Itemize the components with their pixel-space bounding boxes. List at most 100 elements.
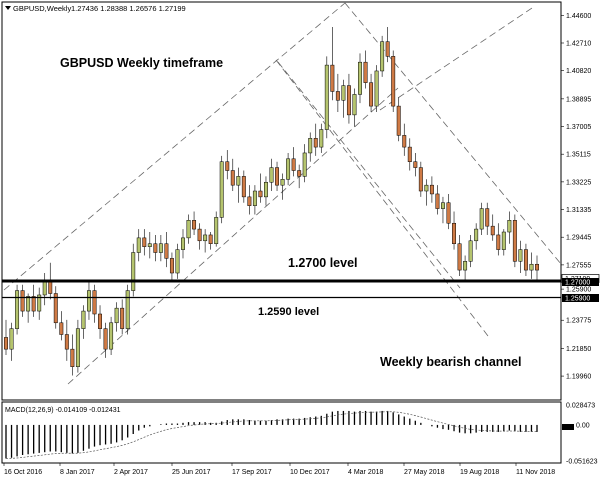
candle-body xyxy=(158,243,163,253)
candle xyxy=(64,319,69,361)
macd-axis[interactable]: 0.028473 0.00 -0.051623 xyxy=(566,403,598,466)
candle-body xyxy=(203,234,208,242)
candle xyxy=(158,234,163,262)
candle-body xyxy=(197,228,202,242)
candle xyxy=(125,284,130,335)
candle xyxy=(474,223,479,250)
candle-body xyxy=(64,334,69,350)
candle xyxy=(512,214,517,268)
candle-body xyxy=(26,296,31,312)
candle-body xyxy=(241,176,246,198)
candle xyxy=(308,132,313,162)
candle xyxy=(518,240,523,274)
candle xyxy=(26,293,31,323)
candle-body xyxy=(219,161,224,218)
candle xyxy=(330,27,335,101)
candle-body xyxy=(319,129,324,148)
candle-body xyxy=(192,220,197,230)
candle-body xyxy=(131,252,136,291)
price-tick-label: 1.35115 xyxy=(566,152,591,159)
candle-body xyxy=(53,293,58,324)
candle-body xyxy=(529,263,534,271)
candle xyxy=(324,56,329,139)
level-1270-annotation: 1.2700 level xyxy=(288,256,358,270)
channel-cross-line[interactable] xyxy=(379,7,533,111)
candle xyxy=(435,185,440,215)
candle-body xyxy=(31,296,36,312)
candle-body xyxy=(114,307,119,324)
candle-body xyxy=(391,56,396,107)
macd-plot-frame xyxy=(1,401,562,464)
candle-body xyxy=(214,217,219,244)
time-tick-label: 4 Mar 2018 xyxy=(348,469,384,476)
candle-body xyxy=(175,249,180,274)
candle-body xyxy=(181,237,185,250)
candle xyxy=(98,305,102,339)
candle-body xyxy=(446,202,451,224)
candle-body xyxy=(535,263,539,271)
candle xyxy=(523,243,528,276)
level-1270-price-box: 1.27000 xyxy=(562,278,599,287)
candle xyxy=(457,234,462,276)
price-plot-frame xyxy=(1,1,562,401)
candle-body xyxy=(435,193,440,209)
candle xyxy=(479,202,484,235)
candle-body xyxy=(452,222,456,244)
symbol-menu-triangle-icon[interactable] xyxy=(5,6,11,10)
candle xyxy=(380,35,385,77)
candle xyxy=(358,53,362,104)
candle xyxy=(230,158,235,192)
candle-body xyxy=(269,167,274,183)
candle xyxy=(219,155,224,224)
level-1259-annotation: 1.2590 level xyxy=(258,306,319,318)
candle xyxy=(424,179,429,206)
candle xyxy=(313,123,318,156)
candle-body xyxy=(402,135,407,148)
candle-body xyxy=(474,228,479,242)
time-tick-label: 10 Dec 2017 xyxy=(290,469,330,476)
candle xyxy=(468,234,473,268)
channel-upper-ascending-line[interactable] xyxy=(3,2,346,291)
candle xyxy=(103,322,108,358)
channel-annotation: Weekly bearish channel xyxy=(380,355,522,369)
candle xyxy=(363,50,368,89)
candle-body xyxy=(37,294,42,312)
candle-body xyxy=(98,313,102,329)
price-tick-label: 1.25900 xyxy=(566,287,591,294)
price-tick-label: 1.27555 xyxy=(566,262,591,269)
candle-body xyxy=(264,181,268,198)
candle-body xyxy=(313,138,318,148)
candle-body xyxy=(429,184,434,195)
candle xyxy=(352,88,357,127)
candle xyxy=(418,161,423,197)
level-1270-price-label: 1.27000 xyxy=(565,280,590,287)
candle xyxy=(413,152,418,177)
candle-body xyxy=(4,337,8,350)
candle-body xyxy=(291,158,296,171)
candle xyxy=(192,211,197,235)
macd-zero-marker xyxy=(562,424,574,430)
time-tick-label: 2 Apr 2017 xyxy=(114,469,148,476)
candle xyxy=(87,281,91,320)
channel-inner-line[interactable] xyxy=(277,61,461,289)
channel-lower-ascending-line[interactable] xyxy=(67,87,399,385)
level-1259-price-box: 1.25900 xyxy=(562,294,599,303)
candle-body xyxy=(363,61,368,83)
candle-body xyxy=(75,328,80,367)
candle-body xyxy=(275,167,279,186)
candle-body xyxy=(42,280,47,296)
candle xyxy=(441,196,445,224)
candle xyxy=(297,164,302,189)
candle-body xyxy=(330,64,335,92)
candle xyxy=(136,229,141,262)
candle xyxy=(70,334,75,376)
candle-body xyxy=(247,196,252,206)
candle-body xyxy=(236,176,241,186)
time-axis[interactable]: 16 Oct 2016 8 Jan 2017 2 Apr 2017 25 Jun 20… xyxy=(3,463,555,476)
candle xyxy=(501,229,506,256)
price-axis[interactable]: 1.44600 1.42710 1.40820 1.38895 1.37005 1.351… xyxy=(561,13,591,381)
candle xyxy=(529,252,534,279)
channel-lower-descending-line[interactable] xyxy=(275,59,489,337)
